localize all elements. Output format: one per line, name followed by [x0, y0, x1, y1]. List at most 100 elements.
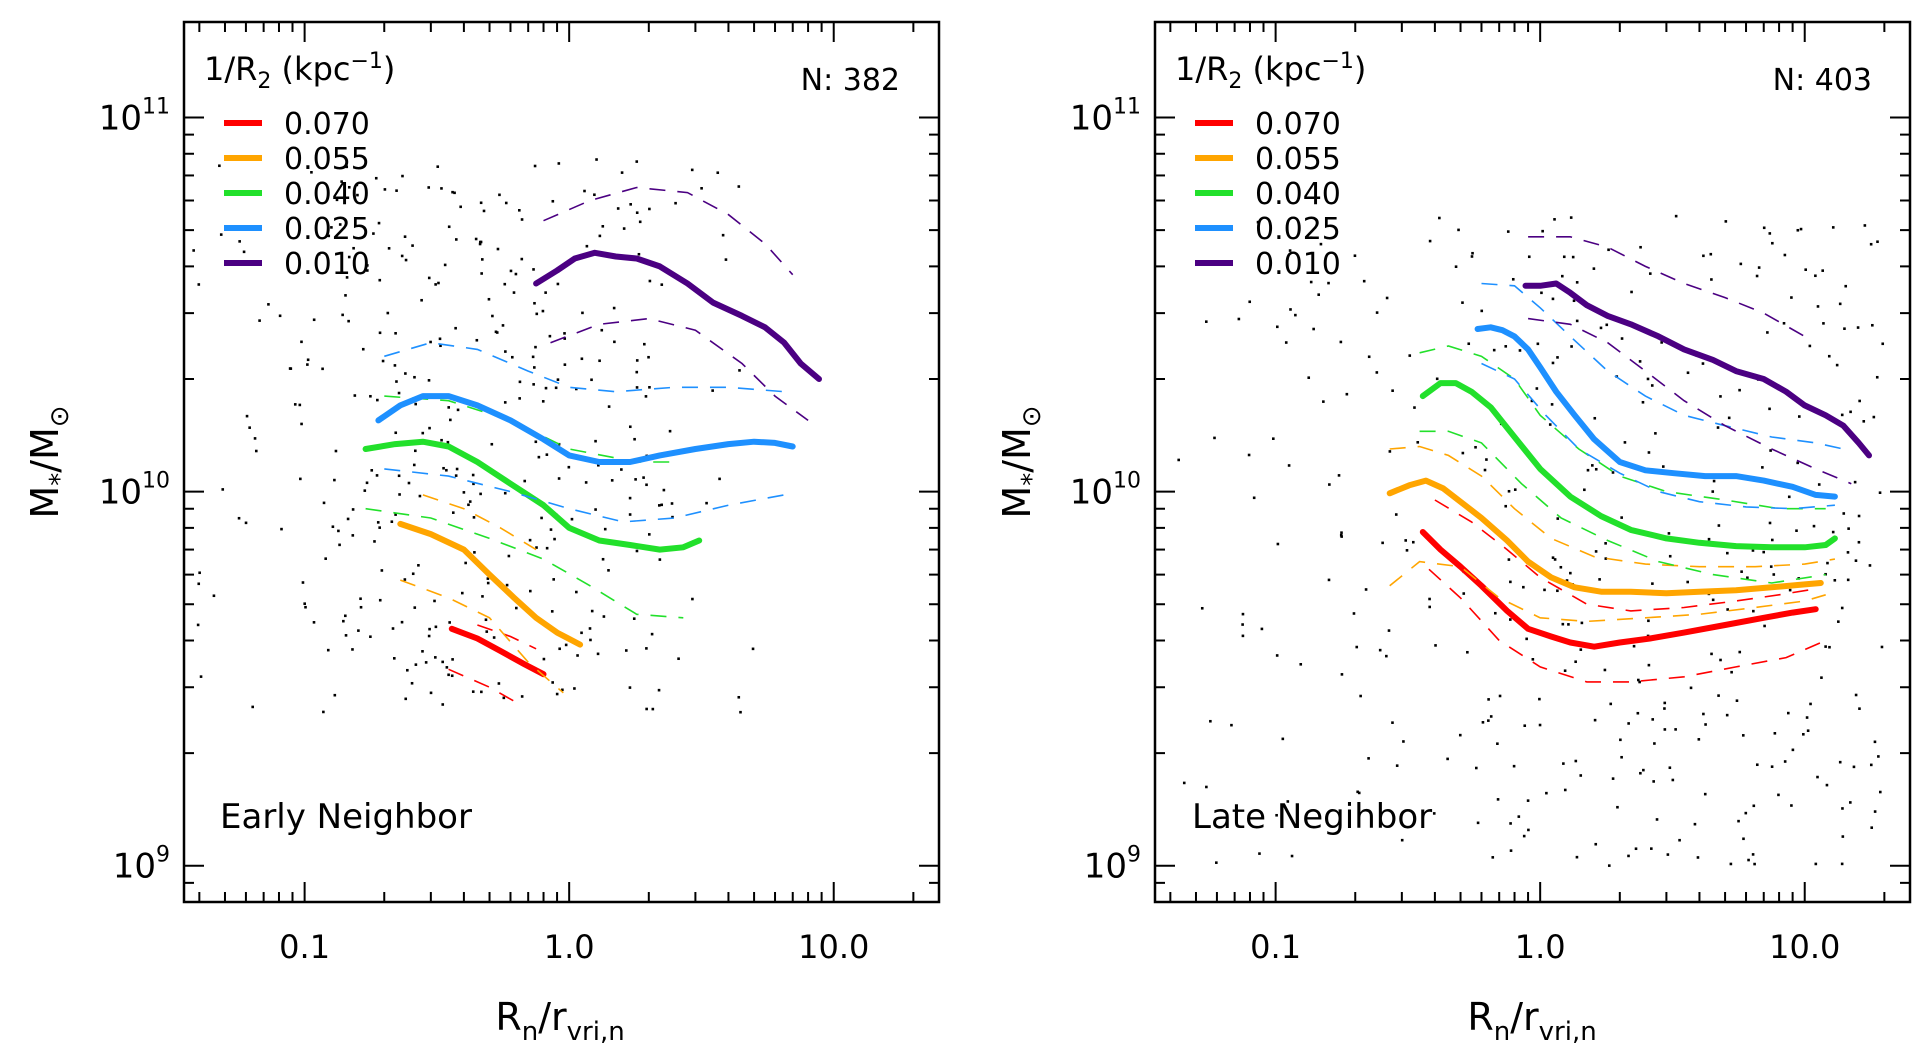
scatter-point	[1569, 216, 1573, 219]
scatter-point	[1637, 678, 1640, 682]
scatter-point	[456, 408, 460, 412]
scatter-point	[1446, 757, 1449, 761]
scatter-point	[484, 618, 488, 622]
scatter-point	[1385, 296, 1389, 300]
scatter-point	[1868, 564, 1872, 567]
scatter-point	[1605, 323, 1609, 327]
scatter-point	[1481, 721, 1485, 724]
scatter-point	[1209, 719, 1212, 723]
scatter-point	[1650, 847, 1653, 850]
scatter-point	[1835, 363, 1839, 367]
scatter-point	[378, 278, 382, 282]
scatter-point	[1616, 805, 1619, 809]
scatter-point	[534, 345, 537, 349]
scatter-point	[533, 301, 536, 305]
scatter-point	[544, 291, 547, 294]
scatter-point	[1512, 764, 1516, 768]
scatter-point	[1627, 854, 1630, 858]
scatter-point	[395, 189, 398, 192]
scatter-point	[1806, 729, 1810, 732]
y-axis-label: M*/M⊙	[995, 405, 1047, 518]
series-0.070-upper	[1434, 499, 1816, 612]
scatter-point	[1355, 645, 1359, 649]
scatter-point	[1620, 516, 1623, 519]
scatter-point	[420, 298, 423, 302]
scatter-point	[1663, 707, 1666, 710]
x-tick-label: 0.1	[1250, 928, 1301, 966]
scatter-point	[1660, 341, 1663, 344]
scatter-point	[613, 340, 616, 344]
scatter-point	[677, 657, 680, 661]
scatter-point	[1538, 697, 1541, 701]
scatter-point	[1763, 624, 1766, 628]
scatter-point	[1513, 488, 1517, 491]
scatter-point	[601, 225, 605, 228]
scatter-point	[1704, 723, 1707, 726]
scatter-point	[645, 707, 648, 711]
scatter-point	[549, 528, 553, 531]
scatter-point	[1260, 627, 1264, 631]
scatter-point	[635, 359, 639, 362]
scatter-point	[1213, 436, 1216, 440]
scatter-point	[1636, 711, 1640, 715]
scatter-point	[434, 656, 437, 659]
scatter-point	[429, 340, 432, 344]
scatter-point	[1556, 589, 1559, 593]
legend-label-0.025: 0.025	[1255, 212, 1341, 247]
scatter-point	[1559, 565, 1563, 569]
scatter-point	[454, 326, 457, 330]
scatter-point	[551, 681, 554, 684]
scatter-point	[1770, 538, 1774, 542]
scatter-point	[545, 453, 549, 456]
legend-label-0.010: 0.010	[284, 247, 370, 282]
scatter-point	[553, 537, 556, 541]
scatter-point	[357, 629, 360, 632]
scatter-point	[1678, 838, 1681, 842]
scatter-point	[1575, 319, 1579, 323]
scatter-point	[344, 614, 347, 618]
scatter-point	[1771, 241, 1774, 245]
scatter-point	[1511, 277, 1515, 281]
scatter-point	[1842, 512, 1846, 515]
scatter-point	[485, 630, 489, 633]
scatter-point	[451, 511, 455, 514]
scatter-point	[1814, 274, 1817, 278]
scatter-point	[322, 501, 326, 505]
scatter-point	[514, 272, 518, 276]
scatter-point	[1276, 542, 1280, 546]
scatter-point	[437, 281, 440, 285]
scatter-point	[1471, 251, 1474, 255]
series-0.055-lower	[1389, 560, 1826, 623]
scatter-point	[312, 318, 316, 322]
scatter-points	[1177, 214, 1885, 867]
scatter-point	[196, 623, 200, 627]
scatter-point	[1826, 561, 1829, 565]
scatter-point	[298, 403, 302, 407]
scatter-point	[1854, 693, 1858, 697]
scatter-point	[1783, 253, 1787, 257]
scatter-point	[671, 515, 674, 519]
scatter-point	[1862, 420, 1866, 423]
n-label: N: 403	[1773, 63, 1872, 98]
scatter-point	[558, 647, 561, 651]
scatter-point	[1719, 395, 1722, 398]
scatter-point	[471, 473, 475, 477]
scatter-point	[1607, 248, 1610, 252]
scatter-point	[491, 314, 494, 318]
scatter-point	[1802, 732, 1805, 736]
scatter-point	[616, 207, 620, 210]
x-tick-label: 1.0	[1515, 928, 1566, 966]
scatter-point	[1294, 313, 1297, 317]
scatter-point	[1791, 748, 1795, 752]
scatter-point	[1569, 571, 1572, 575]
scatter-point	[1480, 309, 1484, 313]
scatter-point	[219, 233, 223, 236]
scatter-point	[1328, 483, 1331, 486]
scatter-point	[245, 414, 249, 418]
scatter-point	[1340, 535, 1343, 538]
scatter-point	[365, 481, 369, 485]
scatter-point	[1739, 262, 1743, 266]
scatter-point	[595, 158, 598, 161]
scatter-point	[1327, 578, 1331, 582]
scatter-point	[1561, 274, 1564, 278]
